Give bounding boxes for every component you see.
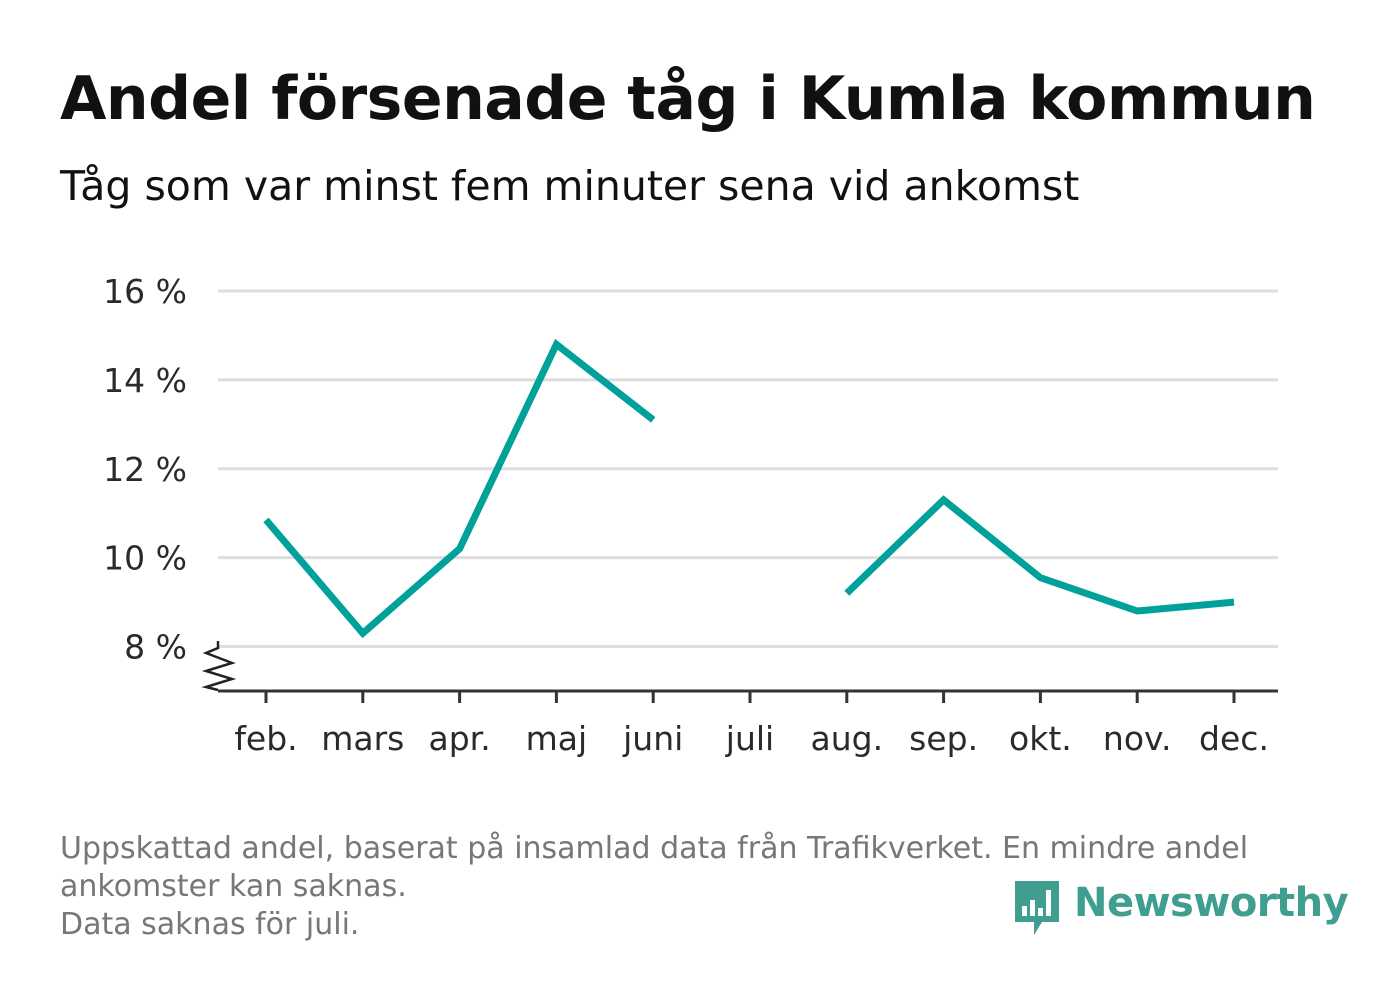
- x-tick-label: maj: [526, 719, 588, 758]
- footnote-line-3: Data saknas för juli.: [60, 907, 360, 942]
- x-tick-label: dec.: [1199, 719, 1269, 758]
- y-tick-label: 8 %: [124, 628, 187, 667]
- gridlines: [218, 289, 1278, 649]
- x-tick-label: juli: [725, 719, 774, 758]
- newsworthy-logo: Newsworthy: [1012, 878, 1349, 938]
- logo-text: Newsworthy: [1074, 880, 1349, 926]
- x-tick-label: aug.: [811, 719, 884, 758]
- x-tick-label: mars: [321, 719, 404, 758]
- x-tick-label: apr.: [428, 719, 490, 758]
- series-line-segment: [263, 338, 656, 639]
- bar-chart-speech-bubble-icon: [1015, 881, 1059, 935]
- axis-break-zigzag: [201, 641, 237, 692]
- y-tick-label: 16 %: [103, 272, 187, 311]
- y-tick-label: 12 %: [103, 450, 187, 489]
- x-tick-label: nov.: [1103, 719, 1172, 758]
- x-tick-label: sep.: [909, 719, 978, 758]
- x-axis: feb. mars apr. maj juni juli aug. sep. okt. nov. d…: [201, 641, 1278, 758]
- footnote: Uppskattad andel, baserat på insamlad da…: [60, 830, 1330, 944]
- series-lines: [263, 338, 1235, 639]
- x-tick-label: feb.: [234, 719, 297, 758]
- y-tick-label: 14 %: [103, 361, 187, 400]
- chart-title: Andel försenade tåg i Kumla kommun: [60, 64, 1316, 134]
- x-tick-label: okt.: [1009, 719, 1072, 758]
- chart-subtitle: Tåg som var minst fem minuter sena vid a…: [60, 162, 1080, 210]
- y-tick-label: 10 %: [103, 539, 187, 578]
- footnote-line-2: ankomster kan saknas.: [60, 869, 407, 904]
- footnote-line-1: Uppskattad andel, baserat på insamlad da…: [60, 831, 1249, 866]
- line-chart: 8 % 10 % 12 % 14 % 16 % feb. mars apr. maj juni j…: [103, 272, 1278, 758]
- y-axis-ticks: 8 % 10 % 12 % 14 % 16 %: [103, 272, 187, 667]
- x-tick-label: juni: [622, 719, 683, 758]
- series-line-segment: [844, 495, 1235, 615]
